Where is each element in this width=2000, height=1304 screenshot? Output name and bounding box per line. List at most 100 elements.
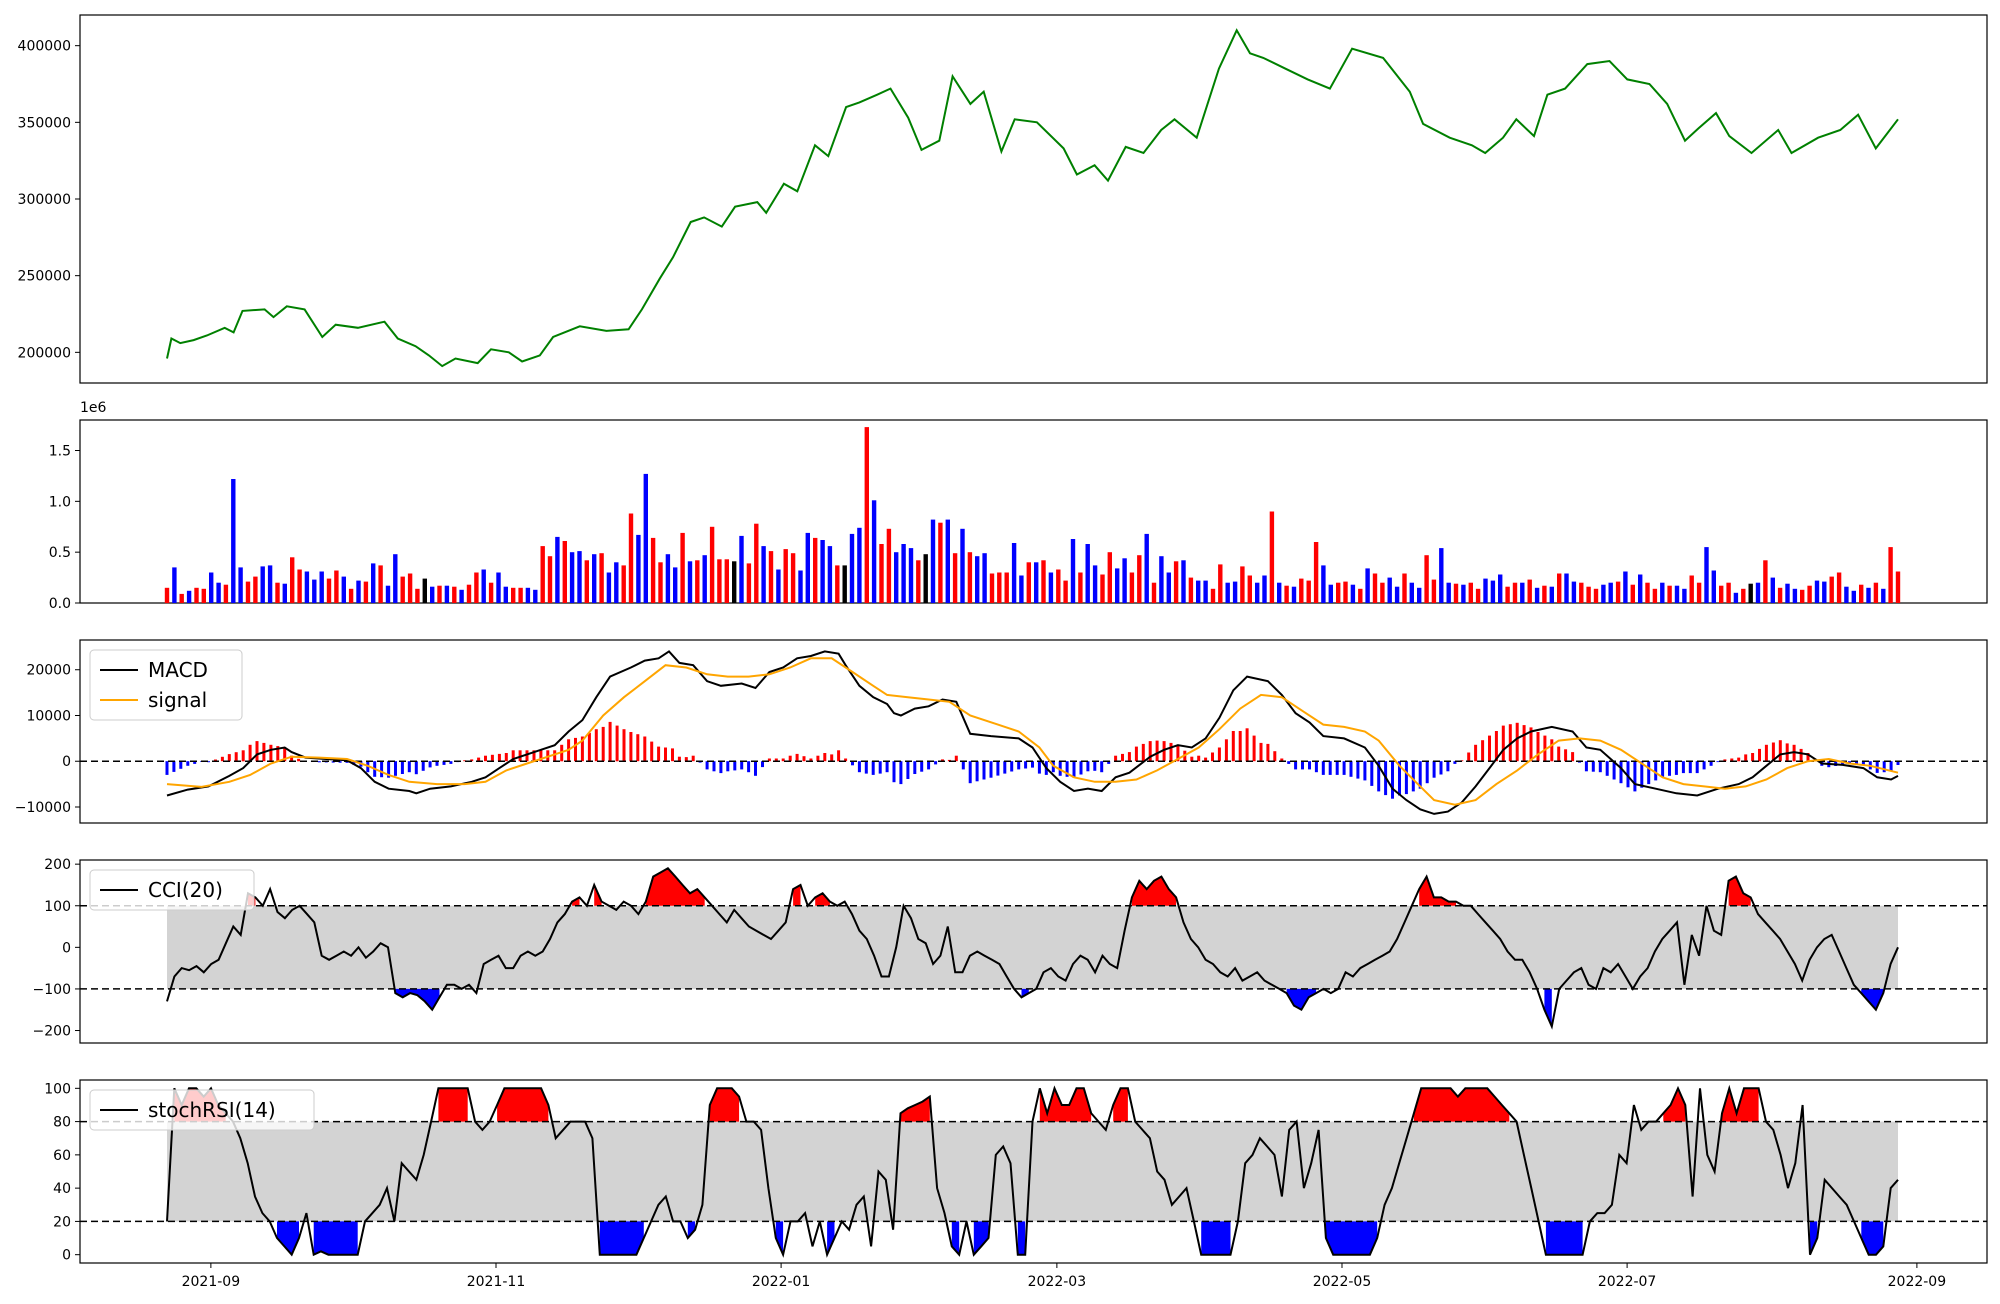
macd-histogram-bar [428,761,432,768]
volume-bar [650,537,656,603]
volume-bar [1431,579,1437,603]
volume-bar [798,570,803,603]
volume-bar [562,541,567,603]
volume-bar [1557,573,1562,603]
volume-bar [938,522,943,603]
macd-histogram-bar [989,761,993,778]
y-tick-label: 60 [53,1148,71,1164]
macd-histogram-bar [1037,761,1041,774]
macd-histogram-bar [1661,761,1665,777]
volume-bar [621,565,626,603]
y-tick-label: 10000 [26,708,71,724]
macd-histogram-bar [1723,759,1727,762]
volume-bar [1549,586,1554,603]
axes-frame [79,1079,1988,1264]
macd-histogram-bar [1501,725,1505,762]
macd-histogram-bar [497,753,501,762]
axes-frame [79,14,1988,384]
volume-bar [1417,587,1422,604]
macd-histogram-bar [844,758,848,762]
volume-bar [945,519,950,603]
y-tick-label: 80 [53,1115,71,1131]
macd-histogram-bar [747,761,751,773]
y-tick-label: 20000 [26,663,71,679]
volume-bar [341,576,346,603]
volume-bar [1638,574,1643,603]
volume-bar [422,578,427,603]
x-axis: 2021-09 2021-11 2022-01 2022-03 2022-05 2022-… [182,1263,1946,1290]
macd-histogram-bar [1017,761,1021,770]
macd-histogram-bar [172,761,176,772]
macd-histogram-bar [615,725,619,762]
macd-histogram-bar [574,737,577,762]
macd-histogram-bar [1861,761,1865,765]
macd-histogram-bar [795,753,799,762]
macd-histogram-bar [1211,752,1214,762]
y-tick-label: 250000 [18,269,71,285]
macd-histogram-bar [1231,731,1235,762]
volume-bar [989,573,995,603]
volume-bar [717,559,722,603]
macd-histogram-bar [1404,761,1408,795]
volume-panel: 0.0 0.5 1.0 1.5 1e6 [49,400,1988,612]
volume-bar [886,528,892,603]
volume-bar [1328,584,1333,603]
volume-bar [1247,575,1252,603]
volume-bar [1461,584,1466,603]
macd-histogram-bar [864,761,868,774]
volume-bar [1586,586,1591,603]
volume-bar [1859,584,1864,603]
macd-histogram-bar [671,748,674,762]
volume-bar [1453,583,1459,603]
macd-histogram-bar [470,759,474,762]
macd-histogram-bar [1855,761,1858,765]
volume-bar [186,590,192,603]
volume-bar [1520,582,1525,603]
macd-histogram-bar [1238,731,1242,762]
volume-bar [1608,582,1613,603]
macd-histogram-bar [1605,761,1609,776]
volume-bar [1719,585,1724,603]
macd-histogram-bar [1557,746,1561,762]
volume-bar [1667,585,1672,603]
macd-histogram-bar [1121,753,1124,762]
macd-histogram-bar [1896,761,1900,765]
volume-bar [1807,585,1812,603]
macd-histogram-bar [1612,761,1616,780]
volume-bar [857,527,862,603]
volume-bar [783,549,788,603]
macd-histogram-bar [691,755,695,762]
volume-bar [776,569,781,603]
volume-bar [1262,575,1267,603]
volume-bar [606,572,612,603]
macd-histogram-bar [802,756,806,762]
y-tick-label: 400000 [18,39,71,55]
volume-bar [768,551,774,603]
macd-histogram-bar [1688,761,1692,774]
macd-histogram-bar [1626,761,1630,788]
volume-bar [1645,582,1650,603]
legend-label: CCI(20) [148,878,223,902]
volume-bar [1240,566,1245,603]
macd-histogram-bar [1065,761,1069,777]
macd-histogram-bar [1072,761,1076,778]
volume-bar [1579,582,1584,603]
volume-bar [1836,572,1842,603]
y-tick-label: −10000 [15,800,71,816]
volume-bar [1888,547,1893,603]
volume-bar [849,533,855,603]
volume-bar [1615,581,1621,603]
volume-bar [1696,582,1702,603]
volume-bar [1630,584,1635,603]
volume-bar [1483,578,1488,603]
macd-histogram-bar [1093,761,1097,771]
volume-bar [1107,552,1112,603]
macd-histogram-bar [1515,722,1519,762]
x-tick-label: 2021-11 [467,1274,526,1290]
signal-line [166,657,1899,806]
volume-bar [1895,571,1901,603]
y-tick-label: 1.5 [49,444,71,460]
volume-bar [975,556,980,603]
volume-bar [1777,587,1783,604]
